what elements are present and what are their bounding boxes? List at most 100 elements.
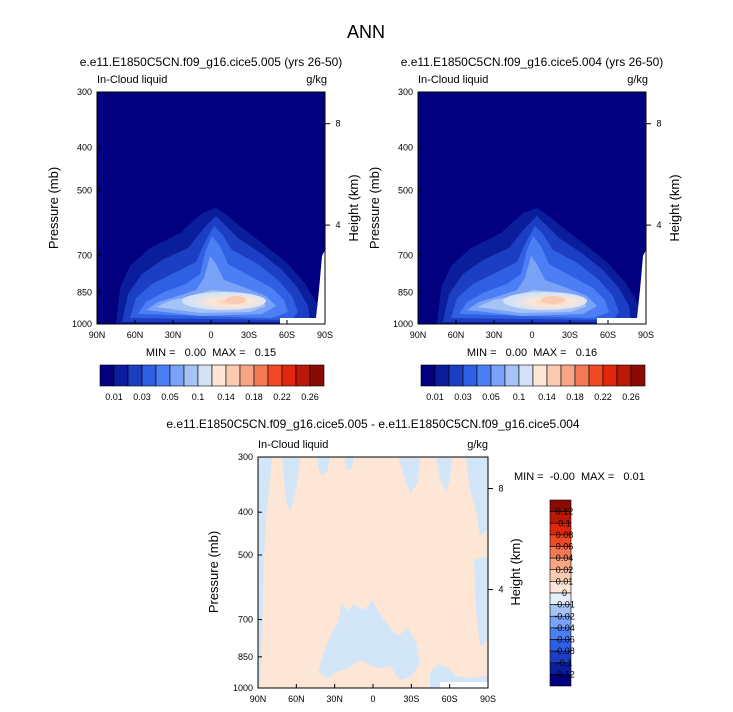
y-tick-label: 400 [398, 142, 413, 152]
x-tick-label: 30S [403, 694, 419, 704]
x-tick-label: 30N [486, 330, 503, 340]
panel-2-y-axis-right-title: Height (km) [667, 174, 682, 241]
colorbar-label: 0.02 [556, 565, 574, 575]
panel-2-y-axis-title: Pressure (mb) [367, 167, 382, 249]
colorbar-swatch [560, 364, 576, 387]
panel-1-plot-area [96, 91, 326, 325]
panel-2-colorbar: 0.01 0.03 0.05 0.1 0.14 0.18 0.22 0.26 [420, 364, 646, 402]
colorbar-label: 0.06 [556, 542, 574, 552]
colorbar-label: 0.03 [133, 392, 151, 402]
colorbar-swatch [127, 364, 143, 387]
colorbar-swatch [602, 364, 618, 387]
panel-1-units-label: g/kg [306, 74, 327, 86]
y-tick-label: 400 [238, 507, 253, 517]
colorbar-label: -0.04 [554, 623, 575, 633]
x-tick-label: 30N [165, 330, 182, 340]
panel-3-negative-region-upper-1 [282, 457, 300, 512]
colorbar-label: 0.01 [105, 392, 123, 402]
panel-1-title: e.e11.E1850C5CN.f09_g16.cice5.005 (yrs 2… [80, 55, 343, 69]
panel-3-negative-region-upper-5 [436, 457, 452, 492]
panel-1-y-axis-title: Pressure (mb) [46, 167, 61, 249]
y-right-tick-label: 4 [498, 585, 503, 595]
y-tick-label: 1000 [72, 319, 92, 329]
y-tick-label: 850 [77, 288, 92, 298]
panel-1: e.e11.E1850C5CN.f09_g16.cice5.005 (yrs 2… [46, 55, 361, 402]
panel-3-negative-region-upper-4 [398, 457, 420, 494]
colorbar-swatch [532, 364, 548, 387]
panel-2-y-axis-right: 84 [646, 119, 662, 230]
colorbar-swatch [267, 364, 283, 387]
colorbar-label: 0.14 [217, 392, 235, 402]
panel-3-negative-region-left-edge [258, 457, 272, 688]
panel-1-x-axis: 90N 60N 30N 0 30S 60S 90S [89, 320, 333, 340]
panel-2-contour-max [541, 296, 565, 304]
panel-1-missing-data-mask [280, 250, 325, 324]
panel-1-y-axis-right-title: Height (km) [346, 174, 361, 241]
colorbar-swatch [434, 364, 450, 387]
panel-2-units-label: g/kg [627, 74, 648, 86]
colorbar-label: 0.01 [426, 392, 444, 402]
y-tick-label: 700 [238, 615, 253, 625]
y-tick-label: 300 [77, 87, 92, 97]
colorbar-swatch [197, 364, 213, 387]
y-tick-label: 850 [238, 652, 253, 662]
x-tick-label: 30S [562, 330, 578, 340]
y-right-tick-label: 8 [656, 119, 661, 129]
panel-2-y-axis: 300 400 500 700 850 1000 [393, 87, 422, 329]
panel-3-y-axis-right: 84 [488, 484, 504, 595]
colorbar-label: 0.1 [558, 518, 571, 528]
y-tick-label: 500 [77, 185, 92, 195]
colorbar-swatch [504, 364, 520, 387]
panel-3: e.e11.E1850C5CN.f09_g16.cice5.005 - e.e1… [166, 417, 644, 704]
x-tick-label: 60S [600, 330, 616, 340]
colorbar-label: 0.22 [273, 392, 291, 402]
colorbar-swatch [211, 364, 227, 387]
panel-3-y-axis-right-title: Height (km) [508, 538, 523, 605]
panel-2: e.e11.E1850C5CN.f09_g16.cice5.004 (yrs 2… [367, 55, 682, 402]
y-tick-label: 400 [77, 142, 92, 152]
colorbar-label: 0.03 [454, 392, 472, 402]
y-tick-label: 1000 [393, 319, 413, 329]
main-title: ANN [347, 22, 385, 42]
panel-2-plot-area [417, 91, 647, 325]
colorbar-swatch [476, 364, 492, 387]
panel-1-colorbar: 0.01 0.03 0.05 0.1 0.14 0.18 0.22 0.26 [99, 364, 325, 402]
y-tick-label: 700 [398, 250, 413, 260]
x-tick-label: 60S [279, 330, 295, 340]
y-tick-label: 700 [77, 250, 92, 260]
y-tick-label: 850 [398, 288, 413, 298]
panel-3-negative-region-right-mid [474, 556, 488, 646]
colorbar-label: 0.1 [513, 392, 526, 402]
x-tick-label: 90N [410, 330, 427, 340]
colorbar-swatch [113, 364, 129, 387]
panel-3-negative-region-lower [318, 600, 420, 680]
colorbar-swatch [518, 364, 534, 387]
panel-3-colorbar: 0.120.1 0.08 0.060.04 0.020.01 0 -0.01-0.02 -0… [549, 499, 575, 687]
colorbar-label: 0.14 [538, 392, 556, 402]
colorbar-label: 0.26 [301, 392, 319, 402]
panel-3-y-axis-title: Pressure (mb) [206, 531, 221, 613]
x-tick-label: 90S [480, 694, 496, 704]
colorbar-swatch [141, 364, 157, 387]
colorbar-label: 0.12 [556, 507, 574, 517]
panel-3-plot-area [257, 456, 489, 689]
panel-3-x-axis: 90N 60N 30N 0 30S 60S 90S [250, 684, 496, 704]
y-tick-label: 500 [398, 185, 413, 195]
colorbar-label: -0.01 [554, 600, 575, 610]
y-right-tick-label: 4 [656, 220, 661, 230]
colorbar-swatch [155, 364, 171, 387]
panel-1-contour-max [226, 296, 246, 304]
x-tick-label: 60N [448, 330, 465, 340]
colorbar-swatch [169, 364, 185, 387]
colorbar-label: -0.12 [554, 669, 575, 679]
colorbar-swatch [616, 364, 632, 387]
x-tick-label: 0 [370, 694, 375, 704]
colorbar-label: -0.1 [557, 658, 573, 668]
colorbar-swatch [309, 364, 325, 387]
colorbar-label: 0.05 [482, 392, 500, 402]
x-tick-label: 90N [89, 330, 106, 340]
panel-3-negative-region-upper-3 [344, 457, 354, 470]
panel-3-stats: MIN = -0.00 MAX = 0.01 [514, 471, 645, 483]
y-right-tick-label: 8 [498, 484, 503, 494]
